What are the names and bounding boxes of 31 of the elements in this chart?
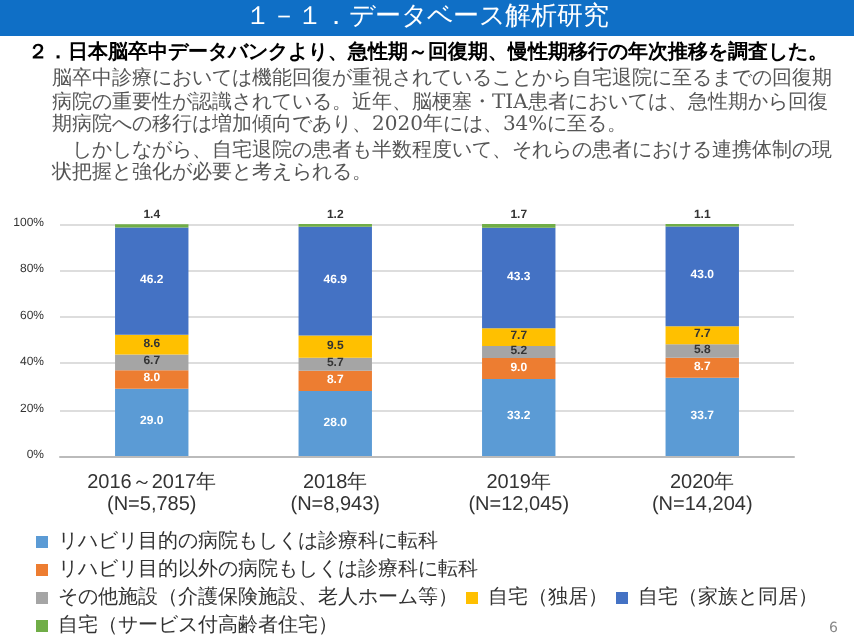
bar <box>482 378 556 456</box>
legend-label: 自宅（独居） <box>488 585 608 609</box>
legend-label: 自宅（家族と同居） <box>638 585 818 609</box>
bar <box>482 328 556 347</box>
bar <box>115 388 189 456</box>
bar <box>298 226 372 336</box>
chart-title: １－１．データベース解析研究 <box>0 0 854 36</box>
bar <box>482 227 556 329</box>
text: しかしながら、自宅退院の患者も半数程度いて、それらの患者における連携体制の現状把握と強化が必要と考えられる。 <box>52 139 834 185</box>
bar <box>665 357 739 378</box>
bar <box>665 377 739 456</box>
bar <box>115 227 189 335</box>
text: 脳卒中診療においては機能回復が重視されていることから自宅退院に至るまでの回復期病院の重要性が認識されている。近年、脳梗塞・TIA患者においては、急性期から回復期病院への移行は増加傾向であり、2020年には、34%に至る。 <box>52 68 834 137</box>
legend-label: リハビリ目的以外の病院もしくは診療科に転科 <box>58 557 478 581</box>
x-tick-label: 2018年 (N=8,943) <box>290 470 380 516</box>
legend-label: リハビリ目的の病院もしくは診療科に転科 <box>58 529 438 553</box>
bar <box>298 391 372 456</box>
bar <box>665 344 739 358</box>
bar <box>482 358 556 379</box>
bar <box>298 335 372 358</box>
bar <box>665 226 739 327</box>
x-tick-label: 2020年 (N=14,204) <box>651 470 753 516</box>
bar <box>298 370 372 392</box>
bar <box>115 370 189 389</box>
bar <box>115 334 189 355</box>
legend-label: その他施設（介護保険施設、老人ホーム等） <box>58 585 458 609</box>
chart-subtitle: ２．日本脳卒中データバンクより、急性期～回復期、慢性期移行の年次推移を調査した。 <box>28 42 830 66</box>
bar <box>665 326 739 345</box>
x-tick-label: 2016～2017年 (N=5,785) <box>87 470 217 516</box>
x-tick-label: 2019年 (N=12,045) <box>468 470 570 516</box>
legend-label: 自宅（サービス付高齢者住宅） <box>58 613 338 637</box>
